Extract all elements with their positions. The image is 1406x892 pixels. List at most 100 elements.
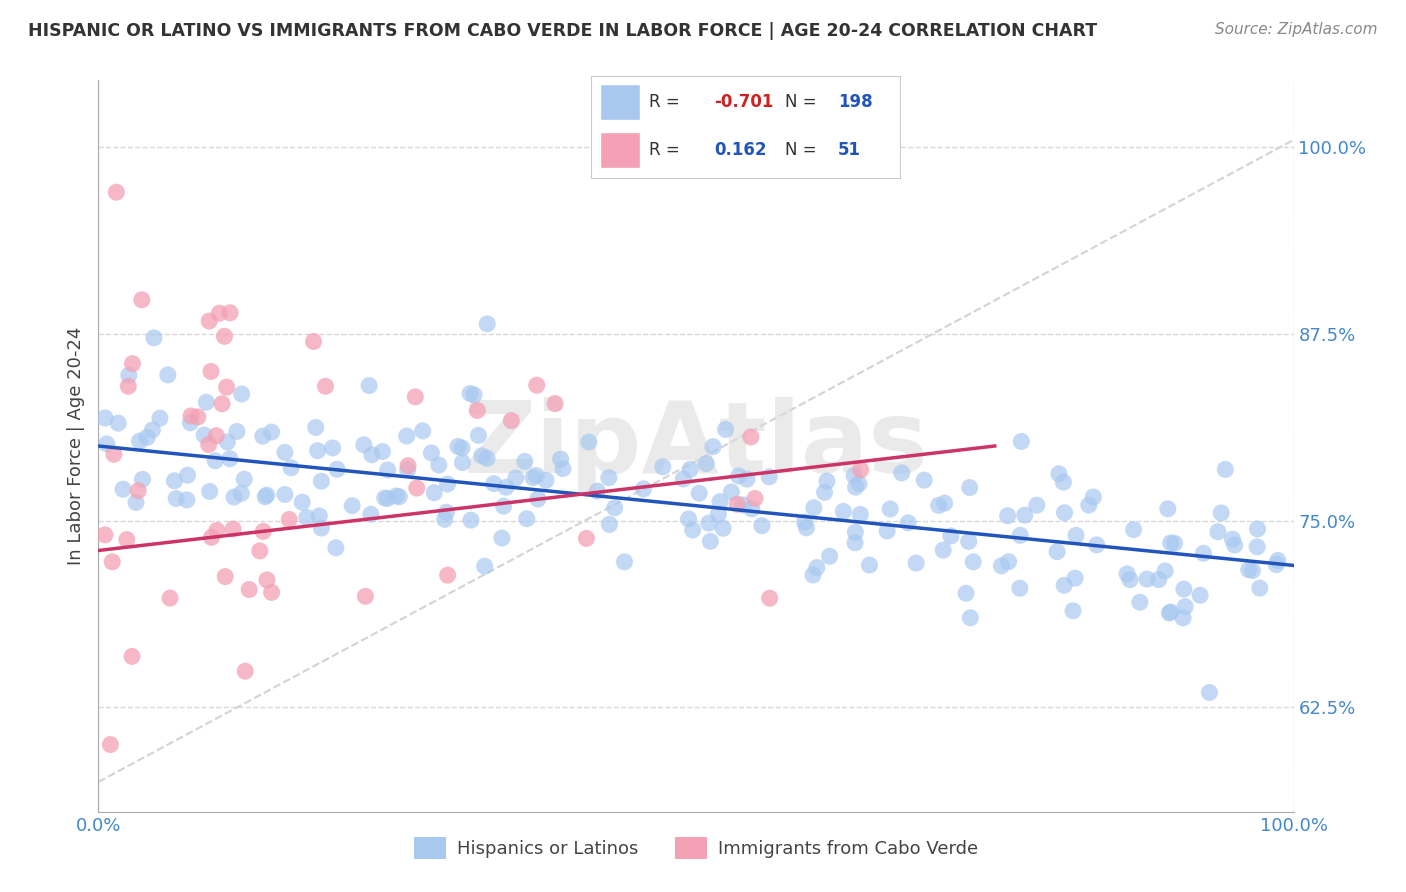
Point	[849, 508, 872, 522]
Point	[912, 473, 935, 487]
Point	[1083, 490, 1105, 504]
Point	[727, 469, 749, 483]
Point	[260, 425, 283, 439]
Point	[388, 490, 411, 504]
Point	[307, 443, 329, 458]
Point	[813, 485, 835, 500]
Text: -0.701: -0.701	[714, 93, 773, 111]
Point	[1246, 540, 1268, 554]
Point	[326, 462, 349, 476]
Point	[260, 585, 283, 599]
Point	[395, 429, 418, 443]
Point	[740, 430, 762, 444]
Point	[360, 448, 382, 462]
Point	[1122, 523, 1144, 537]
Point	[471, 449, 494, 463]
Point	[211, 397, 233, 411]
Point	[678, 512, 700, 526]
Point	[934, 496, 956, 510]
Point	[467, 428, 489, 442]
Point	[1064, 571, 1087, 585]
Point	[159, 591, 181, 606]
Point	[131, 472, 153, 486]
Point	[526, 378, 548, 392]
Point	[793, 515, 815, 529]
Point	[423, 485, 446, 500]
Point	[702, 440, 724, 454]
Point	[233, 472, 256, 486]
Point	[111, 482, 134, 496]
Point	[274, 445, 297, 459]
Point	[551, 461, 574, 475]
Point	[751, 518, 773, 533]
Point	[962, 555, 984, 569]
Point	[1222, 532, 1244, 546]
Point	[1223, 538, 1246, 552]
Point	[688, 486, 710, 500]
FancyBboxPatch shape	[600, 132, 640, 168]
Point	[127, 483, 149, 498]
Point	[842, 468, 865, 483]
Point	[1213, 462, 1236, 476]
Point	[315, 379, 337, 393]
Point	[858, 558, 880, 573]
Point	[360, 508, 382, 522]
Point	[1047, 467, 1070, 481]
Point	[1008, 581, 1031, 595]
Point	[1206, 524, 1229, 539]
Point	[1192, 546, 1215, 560]
Point	[959, 481, 981, 495]
Point	[1198, 685, 1220, 699]
Point	[458, 386, 481, 401]
Point	[118, 368, 141, 383]
Point	[905, 556, 928, 570]
Text: 198: 198	[838, 93, 873, 111]
Text: Source: ZipAtlas.com: Source: ZipAtlas.com	[1215, 22, 1378, 37]
Point	[278, 512, 301, 526]
Point	[1025, 498, 1047, 512]
Point	[280, 460, 302, 475]
Point	[796, 521, 818, 535]
Point	[697, 516, 720, 530]
Point	[121, 357, 143, 371]
Point	[876, 524, 898, 538]
Point	[322, 441, 344, 455]
Point	[436, 568, 458, 582]
Point	[1010, 528, 1032, 542]
Point	[359, 378, 381, 392]
Point	[465, 403, 488, 417]
Point	[1157, 501, 1180, 516]
Point	[990, 558, 1012, 573]
Point	[651, 459, 673, 474]
Text: R =: R =	[650, 141, 681, 159]
Point	[396, 463, 419, 477]
Point	[939, 529, 962, 543]
Point	[121, 649, 143, 664]
Point	[1062, 604, 1084, 618]
Point	[94, 411, 117, 425]
Point	[633, 482, 655, 496]
Point	[758, 591, 780, 606]
Point	[832, 504, 855, 518]
Point	[1077, 498, 1099, 512]
Point	[513, 454, 536, 468]
Point	[1265, 558, 1288, 572]
Point	[94, 528, 117, 542]
Point	[544, 396, 567, 410]
Point	[125, 495, 148, 509]
Point	[195, 395, 218, 409]
Point	[725, 497, 748, 511]
Point	[1154, 564, 1177, 578]
Point	[205, 428, 228, 442]
Point	[377, 491, 399, 506]
Point	[1116, 566, 1139, 581]
Point	[198, 314, 221, 328]
Point	[709, 494, 731, 508]
Point	[844, 536, 866, 550]
Point	[682, 523, 704, 537]
Point	[744, 491, 766, 506]
Legend: Hispanics or Latinos, Immigrants from Cabo Verde: Hispanics or Latinos, Immigrants from Ca…	[405, 829, 987, 869]
Point	[1085, 538, 1108, 552]
Point	[735, 472, 758, 486]
Point	[208, 306, 231, 320]
